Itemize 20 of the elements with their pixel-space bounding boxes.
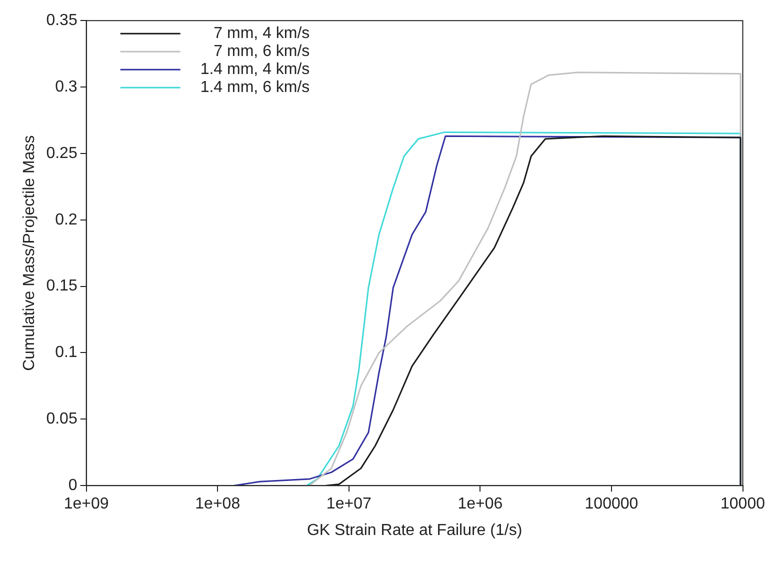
legend-label: 1.4 mm, 6 km/s [200,79,310,96]
y-tick-label: 0.25 [46,144,78,162]
legend-label: 1.4 mm, 4 km/s [200,61,310,78]
x-axis-title: GK Strain Rate at Failure (1/s) [306,522,522,539]
y-tick-label: 0.3 [55,78,78,96]
legend-label: 7 mm, 4 km/s [214,25,310,42]
y-tick-label: 0.15 [46,278,78,295]
x-tick-label: 1e+06 [458,496,503,513]
y-tick-label: 0 [68,477,78,494]
y-axis-title: Cumulative Mass/Projectile Mass [21,135,38,371]
x-tick-label: 10000 [720,496,766,513]
y-tick-label: 0.2 [55,211,78,228]
x-tick-label: 1e+07 [326,496,372,513]
x-tick-label: 1e+09 [64,496,109,513]
y-tick-label: 0.1 [55,344,78,362]
legend-label: 7 mm, 6 km/s [214,43,310,60]
y-tick-label: 0.05 [46,410,78,428]
x-tick-label: 1e+08 [195,496,240,513]
x-tick-label: 100000 [584,496,638,513]
y-tick-label: 0.35 [46,12,78,30]
